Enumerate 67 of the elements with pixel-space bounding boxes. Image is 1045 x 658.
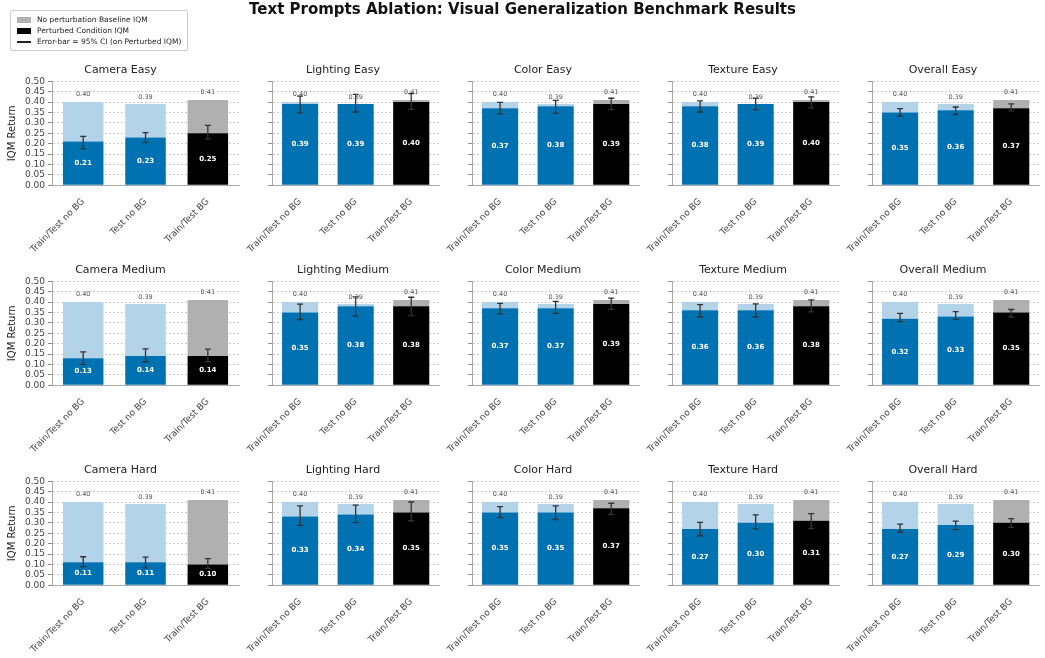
y-tick-label: 0.25 xyxy=(24,127,46,138)
y-tick-label: 0.10 xyxy=(24,158,46,169)
y-tick-label: 0.40 xyxy=(24,496,46,507)
chart-title: Camera Easy xyxy=(84,63,158,77)
x-tick-label: Test no BG xyxy=(917,596,959,638)
y-tick-label: 0.25 xyxy=(24,327,46,338)
y-tick-label: 0.00 xyxy=(24,379,46,390)
chart-title: Camera Hard xyxy=(84,463,157,477)
x-tick-label: Test no BG xyxy=(517,196,559,238)
y-tick-label: 0.35 xyxy=(24,306,46,317)
y-tick-label: 0.10 xyxy=(24,558,46,569)
chart-title: Color Easy xyxy=(513,63,573,77)
x-tick-label: Test no BG xyxy=(317,196,359,238)
x-tick-label: Test no BG xyxy=(717,596,759,638)
x-tick-label: Test no BG xyxy=(517,596,559,638)
chart-title: Texture Easy xyxy=(707,63,779,77)
y-tick-label: 0.30 xyxy=(24,117,46,128)
y-tick-label: 0.15 xyxy=(24,548,46,559)
x-tick-label: Test no BG xyxy=(107,396,149,438)
y-tick-label: 0.50 xyxy=(24,475,46,486)
chart-title: Color Medium xyxy=(504,263,582,277)
x-tick-label: Test no BG xyxy=(917,196,959,238)
x-tick-label: Test no BG xyxy=(317,596,359,638)
chart-title: Texture Medium xyxy=(698,263,787,277)
x-tick-label: Test no BG xyxy=(107,196,149,238)
chart-title: Overall Medium xyxy=(899,263,987,277)
y-tick-label: 0.35 xyxy=(24,106,46,117)
chart-title: Texture Hard xyxy=(706,463,779,477)
y-axis-title: IQM Return xyxy=(5,505,17,562)
chart-title: Lighting Easy xyxy=(306,63,381,77)
x-tick-label: Test no BG xyxy=(717,396,759,438)
y-tick-label: 0.40 xyxy=(24,296,46,307)
y-tick-label: 0.10 xyxy=(24,358,46,369)
y-tick-label: 0.50 xyxy=(24,275,46,286)
chart-title: Lighting Medium xyxy=(297,263,389,277)
y-tick-label: 0.05 xyxy=(24,369,46,380)
y-axis-title: IQM Return xyxy=(5,305,17,362)
y-tick-label: 0.30 xyxy=(24,317,46,328)
x-tick-label: Test no BG xyxy=(317,396,359,438)
y-tick-label: 0.35 xyxy=(24,506,46,517)
y-tick-label: 0.30 xyxy=(24,517,46,528)
y-tick-label: 0.00 xyxy=(24,579,46,590)
y-tick-label: 0.45 xyxy=(24,85,46,96)
y-tick-label: 0.00 xyxy=(24,179,46,190)
y-tick-label: 0.25 xyxy=(24,527,46,538)
chart-title: Color Hard xyxy=(513,463,573,477)
y-tick-label: 0.40 xyxy=(24,96,46,107)
y-tick-label: 0.45 xyxy=(24,485,46,496)
chart-title: Overall Easy xyxy=(908,63,978,77)
y-tick-label: 0.05 xyxy=(24,169,46,180)
text: Text Prompts Ablation: Visual Generalization Benchmark Results xyxy=(249,0,796,18)
chart-title: Overall Hard xyxy=(908,463,978,477)
y-tick-label: 0.45 xyxy=(24,285,46,296)
y-tick-label: 0.15 xyxy=(24,148,46,159)
y-tick-label: 0.50 xyxy=(24,75,46,86)
y-tick-label: 0.20 xyxy=(24,537,46,548)
y-axis-title: IQM Return xyxy=(5,105,17,162)
chart-title: Lighting Hard xyxy=(305,463,381,477)
x-tick-label: Test no BG xyxy=(517,396,559,438)
x-tick-label: Test no BG xyxy=(917,396,959,438)
y-tick-label: 0.20 xyxy=(24,137,46,148)
y-tick-label: 0.05 xyxy=(24,569,46,580)
y-tick-label: 0.15 xyxy=(24,348,46,359)
y-tick-label: 0.20 xyxy=(24,337,46,348)
chart-title: Camera Medium xyxy=(75,263,166,277)
x-tick-label: Test no BG xyxy=(107,596,149,638)
x-tick-label: Test no BG xyxy=(717,196,759,238)
